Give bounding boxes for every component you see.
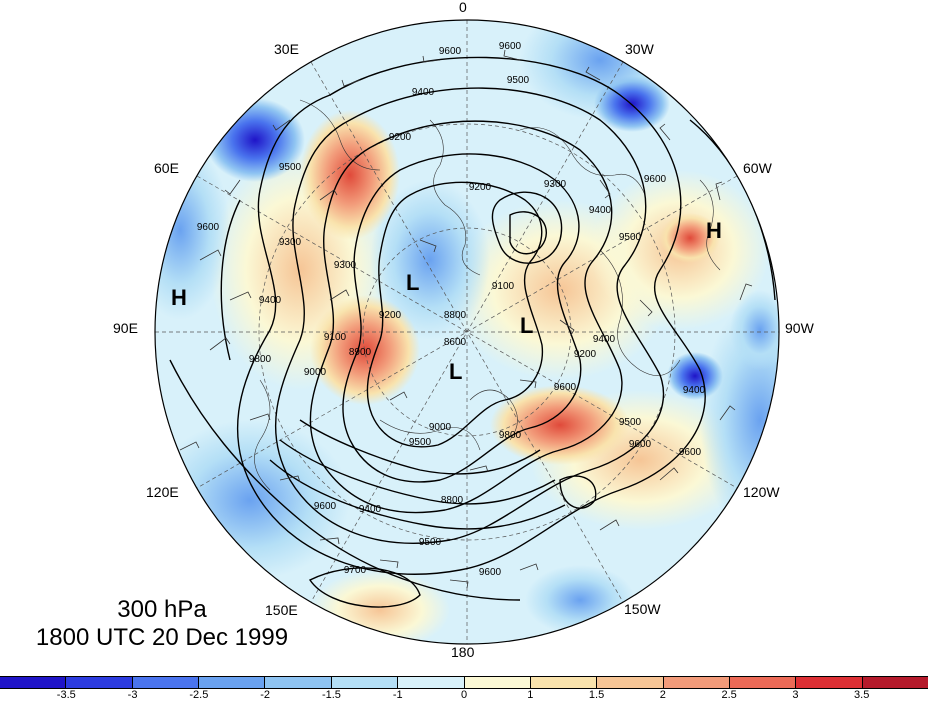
lon-label-120w: 120W (743, 484, 780, 500)
wind-barbs (179, 49, 753, 605)
contour-value-label: 9600 (314, 501, 337, 512)
contour-value-label: 9000 (304, 367, 327, 378)
colorbar-segment (199, 677, 266, 688)
contour-value-label: 9300 (334, 260, 357, 271)
colorbar-tick-label: 2.5 (721, 689, 737, 701)
colorbar-tick-label: -1 (392, 689, 403, 701)
contour-value-label: 9700 (344, 565, 367, 576)
contour-value-label: 9500 (619, 417, 642, 428)
colorbar-tick-label: 2 (659, 689, 666, 701)
lon-label-0: 0 (459, 0, 467, 15)
colorbar (0, 676, 928, 689)
lon-label-60w: 60W (743, 160, 772, 176)
low-pressure-label: L (449, 359, 463, 384)
contour-value-label: 9500 (279, 162, 302, 173)
colorbar-segment (597, 677, 664, 688)
colorbar-segment (132, 677, 200, 688)
colorbar-tick-label: -3 (127, 689, 138, 701)
contour-value-label: 8800 (444, 310, 467, 321)
colorbar-tick-label: -1.5 (321, 689, 341, 701)
map-boundary (154, 19, 780, 645)
contour-value-label: 9600 (644, 174, 667, 185)
contour-value-label: 9800 (249, 354, 272, 365)
valid-time-label: 1800 UTC 20 Dec 1999 (35, 624, 289, 651)
contour-value-label: 9400 (589, 205, 612, 216)
lon-label-90w: 90W (785, 320, 814, 336)
colorbar-segment (0, 677, 67, 688)
shaded-field: 9600 9600 9500 9400 9200 9200 9300 9400 9500 9600… (155, 20, 779, 644)
contour-value-label: 9400 (412, 87, 435, 98)
contour-value-label: 8800 (441, 495, 464, 506)
contour-value-label: 9500 (409, 437, 432, 448)
colorbar-segment (464, 677, 531, 688)
contour-value-label: 9000 (429, 422, 452, 433)
colorbar-segment (663, 677, 730, 688)
colorbar-segment (398, 677, 465, 688)
lon-label-120e: 120E (146, 484, 179, 500)
colorbar-tick-label: -2.5 (189, 689, 209, 701)
contour-value-label: 8900 (349, 347, 372, 358)
contour-value-label: 9200 (379, 310, 402, 321)
colorbar-segment (796, 677, 863, 688)
high-pressure-label: H (171, 285, 187, 310)
colorbar-tick-label: -2 (260, 689, 271, 701)
lon-label-90e: 90E (113, 320, 138, 336)
colorbar-tick-label: 1.5 (588, 689, 605, 701)
contour-value-label: 9500 (619, 232, 642, 243)
contour-value-label: 9600 (629, 439, 652, 450)
lon-label-150w: 150W (624, 601, 661, 617)
colorbar-segment (729, 677, 797, 688)
contour-value-label: 9600 (499, 41, 522, 52)
map-title-block: 300 hPa 1800 UTC 20 Dec 1999 (12, 596, 312, 652)
contour-value-label: 9200 (574, 349, 597, 360)
contour-value-label: 9600 (197, 222, 220, 233)
lon-label-30e: 30E (274, 41, 299, 57)
colorbar-segment (265, 677, 332, 688)
contour-value-label: 9100 (324, 332, 347, 343)
colorbar-tick-label: 1 (527, 689, 534, 701)
coastlines (254, 99, 721, 491)
lon-label-150e: 150E (265, 602, 298, 618)
lon-label-30w: 30W (625, 41, 654, 57)
contour-value-label: 9400 (259, 295, 282, 306)
contour-value-label: 9500 (507, 75, 530, 86)
pressure-level-label: 300 hPa (117, 596, 207, 623)
contour-value-label: 9400 (359, 504, 382, 515)
contour-value-label: 9200 (389, 132, 412, 143)
colorbar-segment (66, 677, 133, 688)
contour-value-label: 9800 (499, 430, 522, 441)
contour-value-label: 9600 (479, 567, 502, 578)
colorbar-segment (530, 677, 598, 688)
colorbar-tick-label: 3.5 (854, 689, 870, 701)
colorbar-segment (331, 677, 399, 688)
contour-value-label: 8600 (444, 337, 467, 348)
contour-value-label: 9600 (439, 46, 462, 57)
contour-value-label: 9200 (469, 182, 492, 193)
lon-label-180: 180 (451, 644, 475, 660)
contour-value-label: 9300 (279, 237, 302, 248)
contour-value-label: 9100 (492, 281, 515, 292)
high-pressure-label: H (706, 218, 722, 243)
colorbar-segment (862, 677, 928, 688)
contour-value-label: 9600 (554, 382, 577, 393)
colorbar-tick-label: 0 (460, 689, 468, 701)
colorbar-tick-label: -3.5 (56, 689, 76, 701)
contour-value-label: 9300 (544, 179, 567, 190)
contour-value-label: 9400 (593, 334, 616, 345)
contour-value-label: 9500 (419, 537, 442, 548)
low-pressure-label: L (406, 270, 420, 295)
lon-label-60e: 60E (154, 160, 179, 176)
colorbar-tick-label: 3 (792, 689, 799, 701)
contour-value-labels: 9600 9600 9500 9400 9200 9200 9300 9400 9500 9600… (197, 41, 706, 578)
low-pressure-label: L (520, 313, 534, 338)
contour-value-label: 9600 (679, 447, 702, 458)
contour-value-label: 9400 (683, 385, 706, 396)
